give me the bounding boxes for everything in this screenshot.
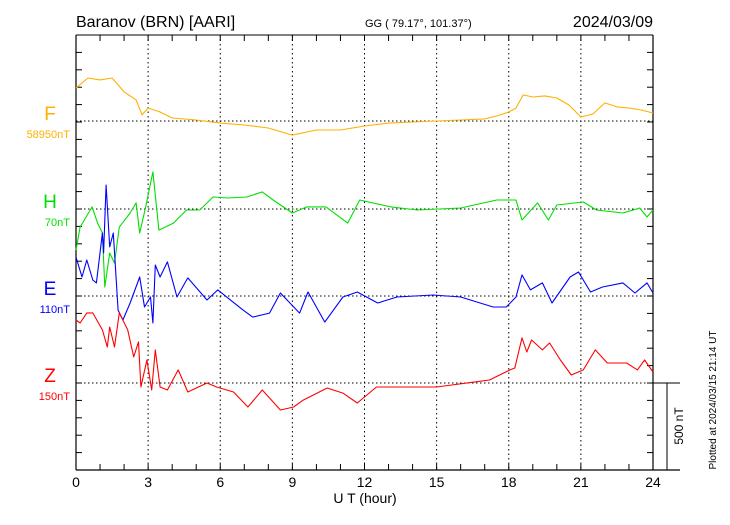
x-axis-label: U T (hour) (333, 490, 396, 506)
x-tick-label: 3 (144, 474, 152, 490)
baseline-value-f: 58950nT (27, 129, 71, 141)
component-label-h: H (43, 192, 57, 213)
plot-series (75, 77, 654, 411)
x-tick-label: 24 (645, 474, 661, 490)
plot-axes: 0 3 6 9 12 15 18 21 24 (72, 34, 680, 490)
geo-coordinates: GG ( 79.17°, 101.37°) (365, 18, 472, 30)
series-line-h (75, 171, 654, 288)
baseline-value-z: 150nT (39, 391, 70, 403)
station-title: Baranov (BRN) [AARI] (76, 14, 235, 31)
x-tick-label: 6 (216, 474, 224, 490)
series-line-f (75, 77, 654, 136)
component-label-e: E (44, 279, 57, 300)
x-tick-label: 12 (357, 474, 373, 490)
baseline-value-h: 70nT (45, 217, 70, 229)
x-tick-label: 9 (288, 474, 296, 490)
plotted-at-note: Plotted at 2024/03/15 21:14 UT (708, 331, 719, 470)
component-label-f: F (44, 104, 56, 125)
baseline-value-e: 110nT (40, 304, 71, 316)
x-tick-label: 0 (72, 474, 80, 490)
plot-date: 2024/03/09 (573, 14, 653, 31)
x-tick-label: 15 (429, 474, 445, 490)
x-tick-label: 18 (501, 474, 517, 490)
x-tick-label: 21 (573, 474, 589, 490)
series-line-z (75, 312, 654, 411)
component-labels: F 58950nT H 70nT E 110nT Z 150nT (27, 104, 71, 403)
scale-bar-label: 500 nT (672, 407, 686, 445)
component-label-z: Z (44, 366, 56, 387)
series-line-e (75, 184, 654, 324)
